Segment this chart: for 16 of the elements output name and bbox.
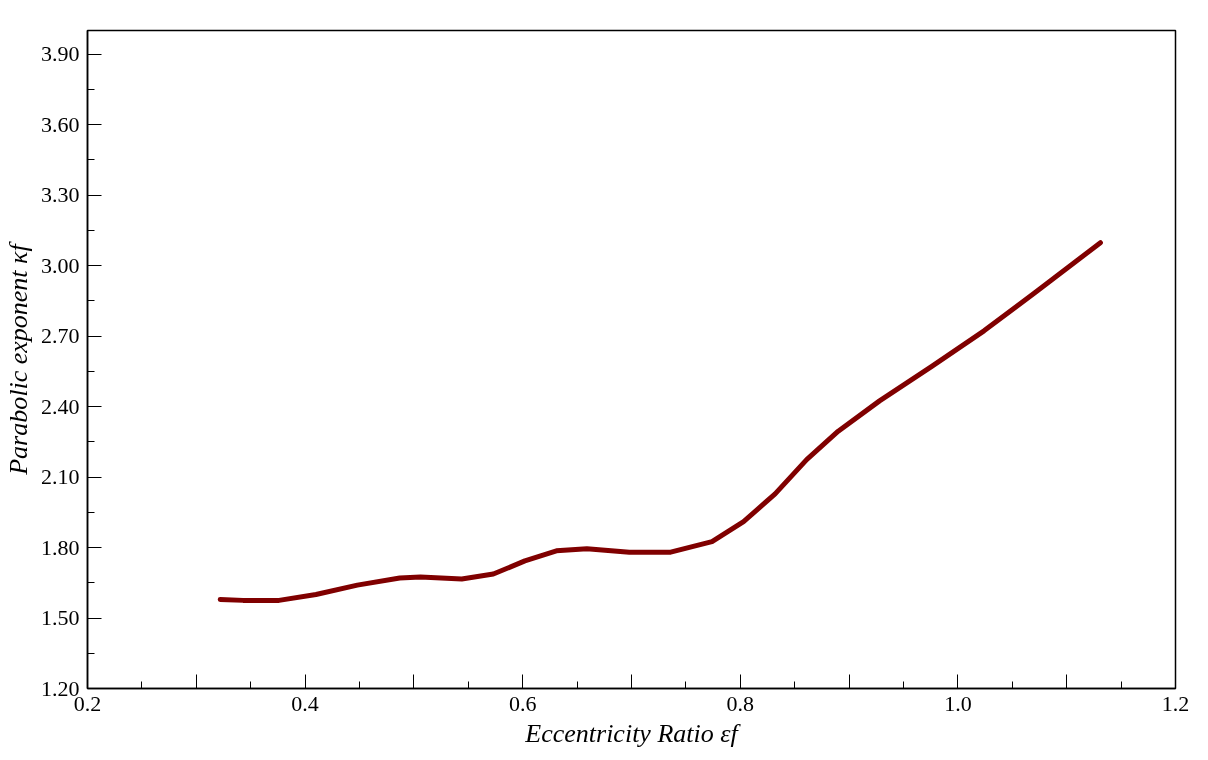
y-axis-title: Parabolic exponent κf <box>4 240 33 476</box>
text: 1.0 <box>944 690 972 716</box>
y-tick-label: 2.40 <box>41 393 80 419</box>
x-tick-label: 0.4 <box>291 690 319 716</box>
x-tick-label: 1.2 <box>1161 690 1190 716</box>
y-tick-label: 3.00 <box>41 252 80 278</box>
y-tick-label: 2.70 <box>41 323 80 348</box>
y-tick-label: 1.80 <box>41 534 80 560</box>
y-tick-label: 2.10 <box>41 464 80 489</box>
y-tick-label: 3.90 <box>41 41 80 66</box>
y-tick-label: 1.50 <box>41 605 80 630</box>
x-tick-label: 0.8 <box>726 690 755 716</box>
y-tick-label: 3.30 <box>41 182 80 207</box>
x-axis-title: Eccentricity Ratio εf <box>524 718 742 748</box>
y-tick-label: 3.60 <box>41 111 80 137</box>
x-tick-label: 0.6 <box>508 690 537 716</box>
